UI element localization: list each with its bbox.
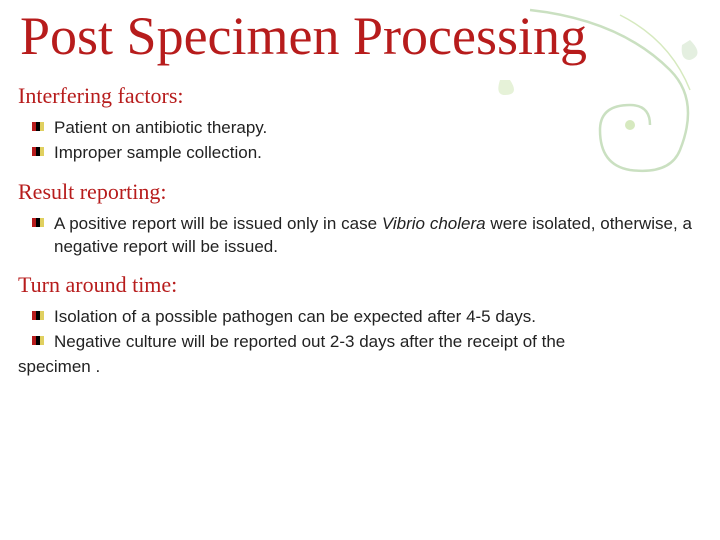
trailing-text: specimen . bbox=[18, 356, 692, 379]
list-item: A positive report will be issued only in… bbox=[32, 213, 692, 259]
bullets-interfering-factors: Patient on antibiotic therapy. Improper … bbox=[32, 117, 692, 165]
slide-container: Post Specimen Processing Interfering fac… bbox=[0, 0, 720, 540]
section-interfering-factors: Interfering factors: Patient on antibiot… bbox=[18, 83, 692, 165]
section-result-reporting: Result reporting: A positive report will… bbox=[18, 179, 692, 259]
heading-interfering-factors: Interfering factors: bbox=[18, 83, 692, 109]
list-item: Negative culture will be reported out 2-… bbox=[32, 331, 692, 354]
list-item: Patient on antibiotic therapy. bbox=[32, 117, 692, 140]
heading-turnaround-time: Turn around time: bbox=[18, 272, 692, 298]
turnaround-block: Isolation of a possible pathogen can be … bbox=[18, 306, 692, 379]
text-em: Vibrio cholera bbox=[382, 214, 486, 233]
list-item: Isolation of a possible pathogen can be … bbox=[32, 306, 692, 329]
heading-result-reporting: Result reporting: bbox=[18, 179, 692, 205]
bullets-turnaround: Isolation of a possible pathogen can be … bbox=[32, 306, 692, 354]
title-line1: Post Specimen Processing bbox=[20, 6, 587, 66]
text-pre: A positive report will be issued only in… bbox=[54, 214, 382, 233]
list-item: Improper sample collection. bbox=[32, 142, 692, 165]
bullets-result-reporting: A positive report will be issued only in… bbox=[32, 213, 692, 259]
slide-title: Post Specimen Processing bbox=[18, 8, 692, 65]
section-turnaround-time: Turn around time: Isolation of a possibl… bbox=[18, 272, 692, 379]
